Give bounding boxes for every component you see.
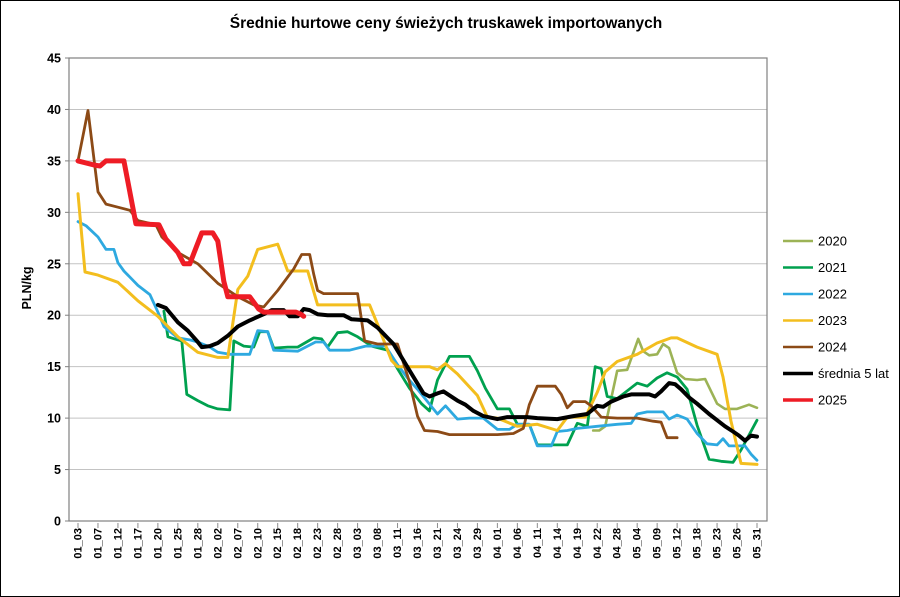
x-axis-tick-label: 01_20 [152, 528, 164, 559]
x-axis-tick-label: 05_04 [632, 527, 644, 558]
y-axis-tick-label: 10 [47, 412, 61, 426]
x-axis-tick-label: 05_31 [752, 528, 764, 559]
x-axis-tick-label: 04_14 [552, 527, 564, 558]
legend-label-2022: 2022 [818, 287, 847, 302]
x-axis-tick-label: 05_18 [692, 528, 704, 559]
x-axis-tick-label: 03_24 [452, 527, 464, 558]
x-axis-tick-label: 04_22 [592, 528, 604, 559]
x-axis-tick-label: 03_16 [412, 528, 424, 559]
x-axis-tick-label: 01_03 [73, 528, 85, 559]
series-line-2023 [76, 192, 759, 466]
y-axis-title: PLN/kg [20, 266, 34, 309]
x-axis-tick-label: 03_03 [352, 528, 364, 559]
x-axis-tick-label: 01_12 [112, 528, 124, 559]
legend-label-2023: 2023 [818, 313, 847, 328]
x-axis-tick-label: 01_28 [192, 528, 204, 559]
y-axis-tick-label: 0 [54, 515, 61, 529]
x-axis-tick-label: 05_12 [672, 528, 684, 559]
legend-label-2021: 2021 [818, 260, 847, 275]
x-axis-tick-label: 05_26 [732, 528, 744, 559]
series-line-2025 [75, 158, 307, 319]
y-axis-tick-label: 45 [47, 52, 61, 66]
x-axis-tick-label: 02_23 [312, 528, 324, 559]
y-axis-tick-label: 25 [47, 257, 61, 271]
x-axis-tick-label: 02_18 [292, 528, 304, 559]
x-axis-tick-label: 05_23 [712, 528, 724, 559]
x-axis-tick-label: 03_08 [372, 528, 384, 559]
x-axis-tick-label: 03_21 [432, 528, 444, 559]
series-line-średnia-5-lat [155, 302, 759, 443]
series-line-2024 [76, 109, 679, 440]
x-axis-tick-label: 04_11 [532, 528, 544, 558]
x-axis-tick-label: 01_07 [92, 528, 104, 559]
x-axis-tick-label: 05_09 [652, 528, 664, 559]
y-axis-tick-label: 15 [47, 360, 61, 374]
x-axis-tick-label: 01_17 [132, 528, 144, 559]
x-axis-tick-label: 02_28 [332, 528, 344, 559]
plot-border [68, 57, 768, 522]
series-line-2021 [162, 309, 759, 464]
legend-label-średnia-5-lat: średnia 5 lat [818, 366, 889, 381]
x-axis-tick-label: 02_10 [252, 528, 264, 559]
x-axis-tick-label: 02_02 [212, 528, 224, 559]
legend-label-2024: 2024 [818, 340, 847, 355]
x-axis-tick-label: 03_11 [392, 528, 404, 558]
x-axis-tick-label: 02_07 [232, 528, 244, 559]
y-axis-tick-label: 30 [47, 206, 61, 220]
legend-label-2025: 2025 [818, 393, 847, 408]
chart-title: Średnie hurtowe ceny świeżych truskawek … [229, 15, 663, 32]
y-axis-tick-label: 5 [54, 463, 61, 477]
y-axis-tick-label: 35 [47, 154, 61, 168]
x-axis-tick-label: 04_28 [612, 528, 624, 559]
x-axis-tick-label: 04_19 [572, 528, 584, 559]
x-axis-tick-label: 04_01 [492, 528, 504, 559]
x-axis-tick-label: 03_29 [472, 528, 484, 559]
x-axis-tick-label: 02_15 [272, 528, 284, 559]
x-axis-tick-label: 04_06 [512, 528, 524, 559]
series-line-2020 [591, 337, 759, 432]
x-axis-tick-label: 01_25 [172, 528, 184, 559]
y-axis-tick-label: 40 [47, 103, 61, 117]
legend-label-2020: 2020 [818, 234, 847, 249]
y-axis-tick-label: 20 [47, 309, 61, 323]
